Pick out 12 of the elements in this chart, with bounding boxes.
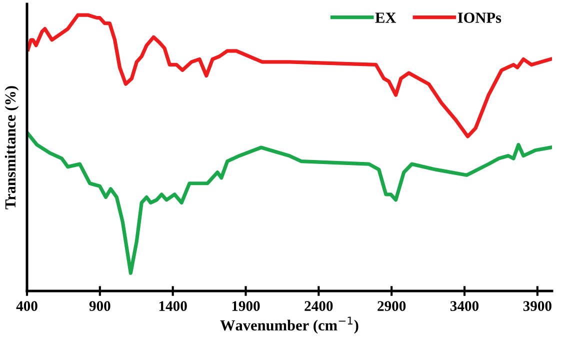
x-tick-label: 3900 xyxy=(523,301,552,311)
x-axis-title: Wavenumber (cm$^{−1}$) xyxy=(220,316,358,334)
x-tick-label: 900 xyxy=(89,301,110,311)
x-tick-label: 1400 xyxy=(159,301,187,311)
legend-label: IONPs xyxy=(458,12,502,23)
legend-label: EX xyxy=(375,12,396,23)
y-axis-title: Transmittance (%) xyxy=(4,86,19,210)
x-tick-label: 2400 xyxy=(304,301,333,311)
x-tick-label: 400 xyxy=(16,301,38,311)
x-tick-label: 2900 xyxy=(378,301,406,311)
x-tick-label: 1900 xyxy=(232,301,260,311)
x-tick-label: 3400 xyxy=(450,301,479,311)
